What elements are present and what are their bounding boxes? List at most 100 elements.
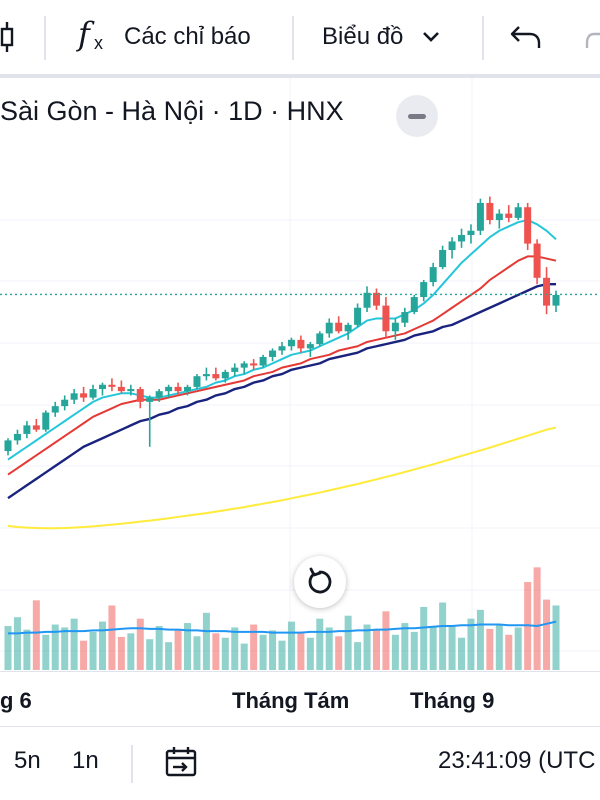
volume-bar	[80, 640, 88, 670]
candle-body	[306, 344, 314, 349]
volume-bar	[533, 567, 541, 670]
volume-bar	[13, 617, 21, 670]
volume-bar	[89, 631, 97, 670]
reset-icon	[308, 567, 332, 594]
candle-body	[505, 213, 513, 218]
candle-body	[51, 406, 59, 413]
candle-body	[240, 363, 248, 368]
undo-icon	[510, 26, 541, 48]
volume-bar	[61, 627, 69, 670]
volume-bar	[287, 621, 295, 670]
candle-body	[278, 346, 286, 351]
go-to-date-button[interactable]	[164, 745, 198, 786]
x-axis-label: g 6	[0, 688, 32, 713]
candle-body	[458, 235, 466, 242]
candle-body	[420, 282, 428, 298]
volume-bar	[250, 624, 258, 670]
volume-bar	[146, 639, 154, 670]
candle-body	[80, 393, 88, 398]
volume-bar	[259, 634, 267, 670]
candle-body	[70, 393, 78, 400]
volume-bar	[476, 609, 484, 670]
symbol-legend[interactable]: Sài Gòn - Hà Nội · 1D · HNX	[0, 96, 344, 126]
candle-body	[410, 297, 418, 313]
collapse-legend-button[interactable]	[396, 95, 438, 137]
volume-bar	[98, 621, 106, 670]
toolbar-divider	[292, 16, 294, 60]
candle-body	[391, 322, 399, 332]
volume-bar	[448, 626, 456, 670]
volume-bar	[165, 642, 173, 670]
volume-bar	[495, 624, 503, 670]
volume-bar	[297, 631, 305, 670]
candle-body	[13, 433, 21, 441]
candle-body	[32, 425, 40, 430]
price-chart[interactable]	[0, 78, 600, 671]
volume-bar	[174, 629, 182, 670]
chart-type-button[interactable]: Biểu đồ	[322, 14, 441, 60]
candle-body	[533, 243, 541, 278]
clock-timezone[interactable]: 23:41:09 (UTC	[438, 747, 596, 774]
redo-icon	[585, 32, 600, 48]
top-toolbar: f x Các chỉ báo Biểu đồ	[0, 0, 600, 78]
volume-bar	[108, 605, 116, 670]
candle-body	[363, 292, 371, 308]
volume-bar	[117, 637, 125, 670]
candle-body	[202, 374, 210, 377]
candle-body	[165, 386, 173, 392]
candle-body	[372, 292, 380, 306]
volume-bar	[42, 634, 50, 670]
volume-bar	[136, 618, 144, 670]
candle-body	[514, 207, 522, 218]
volume-bar	[514, 627, 522, 670]
candle-body	[136, 389, 144, 402]
candle-body	[42, 412, 50, 430]
redo-button[interactable]	[584, 14, 600, 60]
volume-bar	[420, 606, 428, 670]
indicators-button[interactable]: f x Các chỉ báo	[76, 14, 251, 60]
range-5d-button[interactable]: 5n	[14, 747, 41, 774]
volume-bar	[391, 634, 399, 670]
candle-body	[117, 386, 125, 392]
candle-body	[476, 202, 484, 231]
candle-body	[543, 277, 551, 306]
reset-chart-button[interactable]	[294, 556, 346, 608]
candle-body	[98, 384, 106, 390]
volume-bar	[23, 629, 31, 670]
chevron-down-icon	[423, 32, 440, 42]
bottom-toolbar: 5n 1n 23:41:09 (UTC	[0, 727, 600, 800]
candle-body	[61, 399, 69, 407]
volume-bar	[505, 634, 513, 670]
candle-body	[495, 213, 503, 221]
candle-style-icon[interactable]	[0, 14, 20, 60]
ma-long-line	[7, 426, 557, 530]
volume-bar	[278, 640, 286, 670]
undo-button[interactable]	[508, 14, 544, 60]
volume-bar	[382, 611, 390, 670]
candle-body	[429, 267, 437, 283]
candle-body	[212, 374, 220, 379]
indicators-label: Các chỉ báo	[124, 23, 251, 50]
volume-bar	[193, 636, 201, 670]
candle-body	[467, 230, 475, 236]
volume-bar	[344, 615, 352, 670]
candle-body	[269, 350, 277, 357]
volume-bar	[202, 612, 210, 670]
range-1d-button[interactable]: 1n	[72, 747, 99, 774]
ma-slow-line	[7, 283, 556, 500]
volume-bar	[429, 627, 437, 670]
volume-bar	[325, 627, 333, 670]
ma-fast-line	[7, 219, 557, 461]
volume-bar	[439, 602, 447, 670]
candle-body	[486, 202, 494, 221]
toolbar-divider	[44, 16, 46, 60]
volume-bar	[335, 636, 343, 670]
candle-body	[439, 250, 447, 268]
candle-body	[287, 339, 295, 347]
candle-body	[325, 322, 333, 334]
volume-bar	[4, 626, 12, 670]
volume-bar	[240, 643, 248, 670]
volume-ma-line	[8, 620, 557, 635]
volume-bar	[306, 637, 314, 670]
candle-body	[524, 207, 532, 244]
